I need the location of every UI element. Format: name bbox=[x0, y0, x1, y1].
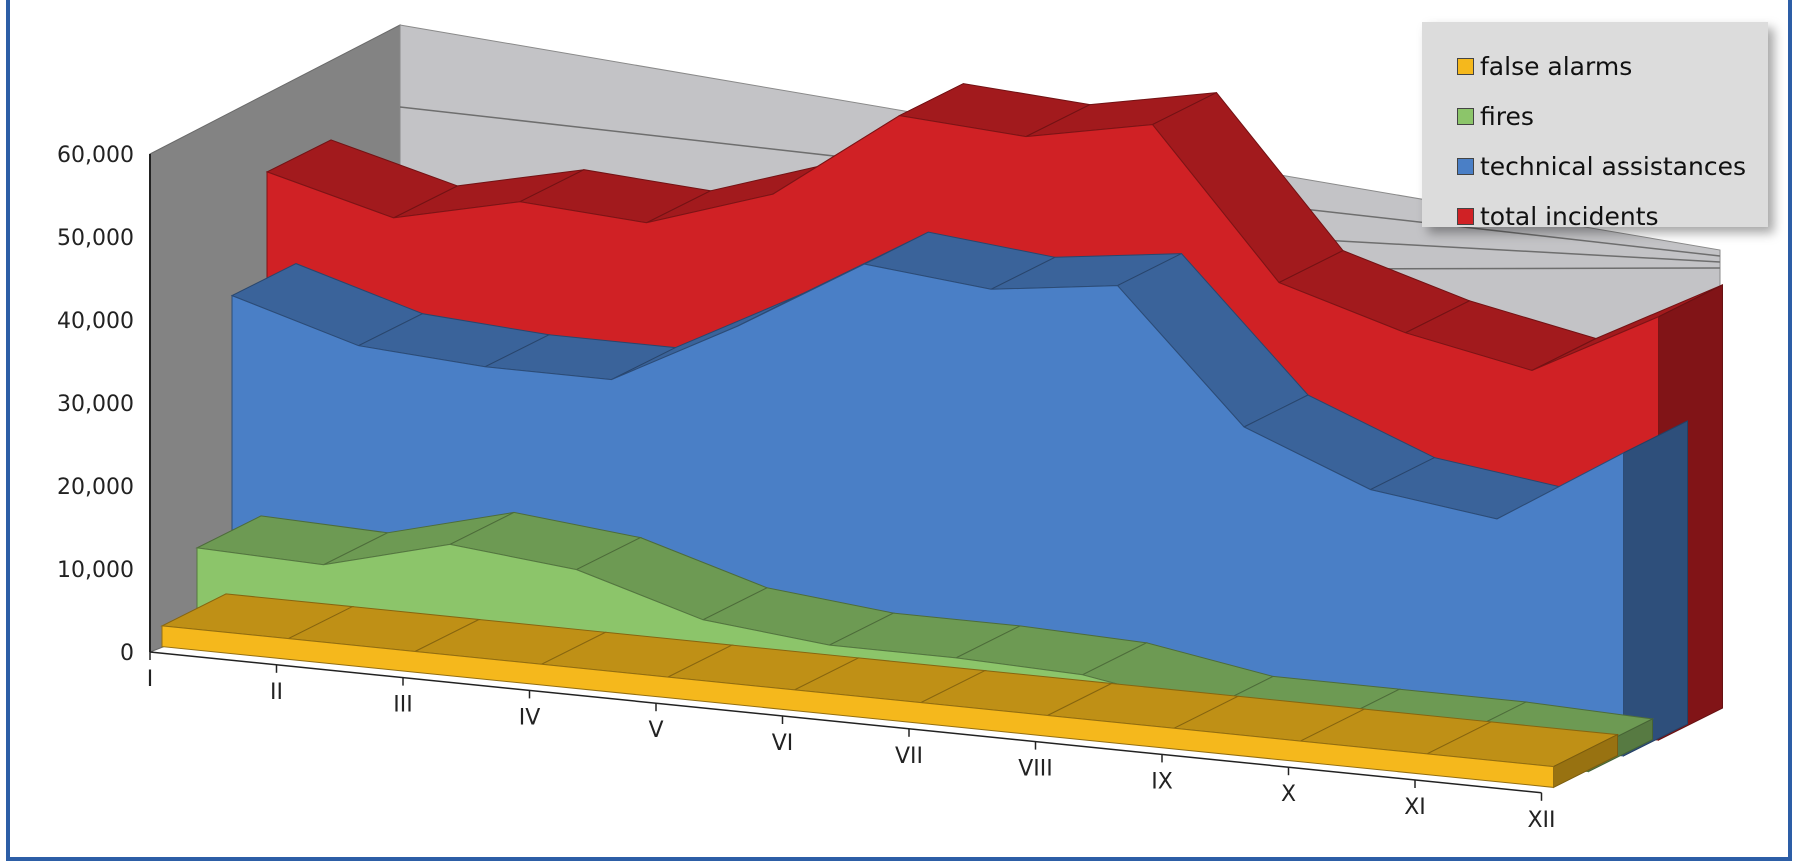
x-tick-label: IV bbox=[519, 705, 541, 730]
area-front-face bbox=[161, 625, 1554, 788]
x-tick-label: IX bbox=[1151, 769, 1173, 794]
y-tick-label: 50,000 bbox=[57, 226, 134, 251]
legend-swatch-fires bbox=[1457, 108, 1474, 125]
legend-item-technical-assistances: technical assistances bbox=[1457, 152, 1746, 181]
legend: false alarms fires technical assistances… bbox=[1422, 22, 1768, 231]
x-tick-label: III bbox=[393, 693, 412, 718]
y-tick-label: 30,000 bbox=[57, 392, 134, 417]
x-tick-label: II bbox=[270, 680, 283, 705]
legend-label-fires: fires bbox=[1480, 102, 1534, 131]
x-tick-label: I bbox=[147, 667, 154, 692]
x-tick-label: VI bbox=[772, 731, 794, 756]
legend-swatch-technical-assistances bbox=[1457, 158, 1474, 175]
x-tick-label: XII bbox=[1527, 808, 1555, 833]
legend-item-fires: fires bbox=[1457, 102, 1534, 131]
x-tick-label: VIII bbox=[1018, 757, 1053, 782]
legend-label-false-alarms: false alarms bbox=[1480, 52, 1633, 81]
y-tick-label: 0 bbox=[120, 641, 134, 666]
x-tick-label: VII bbox=[895, 744, 923, 769]
y-tick-label: 60,000 bbox=[57, 143, 134, 168]
y-ticks: 0 10,000 20,000 30,000 40,000 50,000 60,000 bbox=[57, 143, 134, 666]
x-tick-label: V bbox=[648, 718, 663, 743]
series-false-alarms bbox=[160, 593, 1620, 789]
legend-item-total-incidents: total incidents bbox=[1457, 202, 1659, 231]
y-tick-label: 20,000 bbox=[57, 475, 134, 500]
legend-item-false-alarms: false alarms bbox=[1457, 52, 1632, 81]
x-tick-label: X bbox=[1281, 782, 1296, 807]
y-tick-label: 40,000 bbox=[57, 309, 134, 334]
legend-swatch-total-incidents bbox=[1457, 208, 1474, 225]
legend-label-technical-assistances: technical assistances bbox=[1480, 152, 1746, 181]
legend-swatch-false-alarms bbox=[1457, 58, 1474, 75]
area-end-cap bbox=[1623, 420, 1688, 757]
x-tick-label: XI bbox=[1404, 795, 1426, 820]
y-tick-label: 10,000 bbox=[57, 558, 134, 583]
legend-label-total-incidents: total incidents bbox=[1480, 202, 1659, 231]
x-axis-line bbox=[149, 651, 1542, 794]
